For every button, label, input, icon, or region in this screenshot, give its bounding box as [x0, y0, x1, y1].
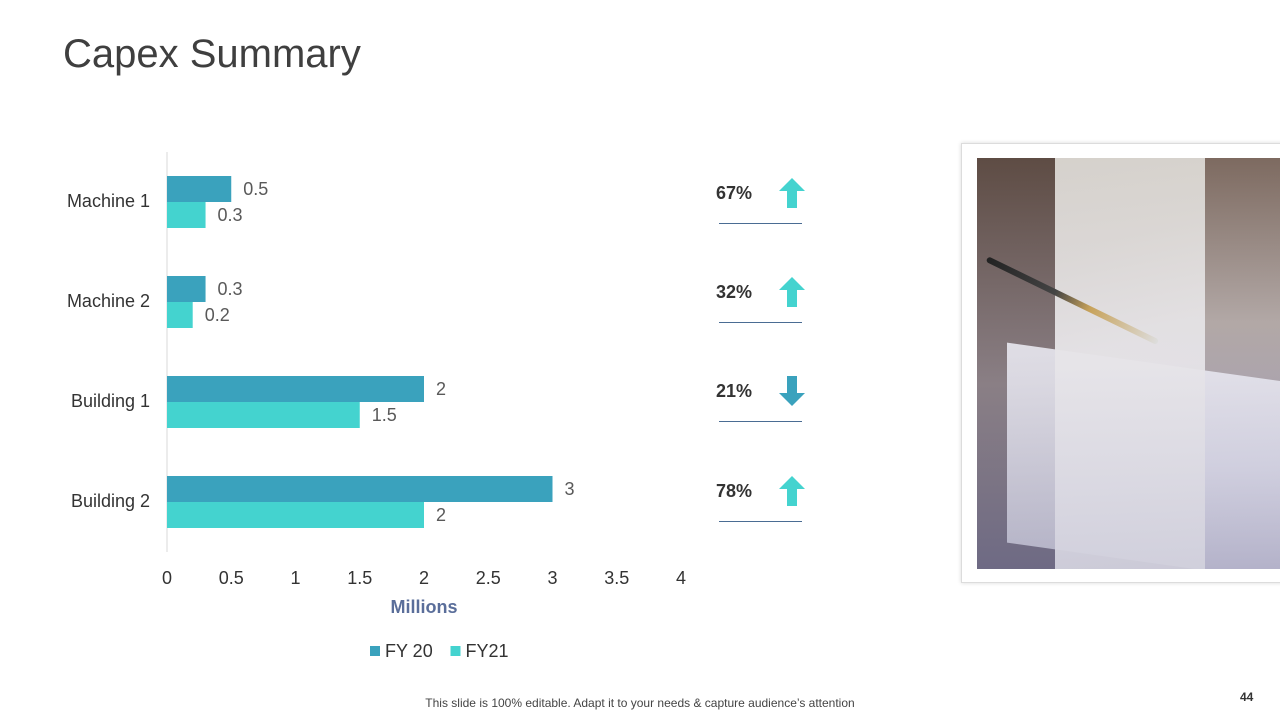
data-label: 0.2 [205, 305, 230, 325]
bar-fy21 [167, 302, 193, 328]
data-label: 0.5 [243, 179, 268, 199]
bar-fy21 [167, 402, 360, 428]
bar-fy20 [167, 376, 424, 402]
footer-note: This slide is 100% editable. Adapt it to… [425, 696, 855, 710]
legend-label: FY21 [466, 641, 509, 661]
arrow-up-icon [779, 277, 805, 307]
category-label: Machine 2 [67, 291, 150, 311]
x-tick-label: 4 [676, 568, 686, 588]
signing-document-photo [977, 158, 1280, 569]
bar-fy21 [167, 202, 206, 228]
kpi-value: 21% [716, 381, 753, 401]
data-label: 0.3 [218, 205, 243, 225]
x-tick-label: 3 [547, 568, 557, 588]
bar-fy21 [167, 502, 424, 528]
data-label: 2 [436, 505, 446, 525]
legend-swatch [450, 646, 461, 656]
data-label: 1.5 [372, 405, 397, 425]
legend-label: FY 20 [385, 641, 433, 661]
bar-fy20 [167, 276, 206, 302]
kpi-row: 67% [716, 177, 806, 225]
category-label: Building 1 [71, 391, 150, 411]
x-tick-label: 1.5 [347, 568, 372, 588]
x-tick-label: 2 [419, 568, 429, 588]
kpi-row: 78% [716, 475, 806, 523]
kpi-divider [719, 521, 802, 522]
bar-fy20 [167, 176, 232, 202]
arrow-up-icon [779, 476, 805, 506]
x-tick-label: 3.5 [604, 568, 629, 588]
arrow-up-icon [779, 178, 805, 208]
kpi-divider [719, 223, 802, 224]
data-label: 0.3 [218, 279, 243, 299]
arrow-down-icon [779, 376, 805, 406]
category-label: Building 2 [71, 491, 150, 511]
data-label: 3 [565, 479, 575, 499]
bar-fy20 [167, 476, 553, 502]
x-tick-label: 0 [162, 568, 172, 588]
x-tick-label: 0.5 [219, 568, 244, 588]
page-number: 44 [1240, 690, 1254, 704]
slide-title: Capex Summary [63, 32, 361, 76]
x-axis-title: Millions [391, 597, 458, 617]
kpi-value: 78% [716, 481, 753, 501]
kpi-divider [719, 421, 802, 422]
legend-swatch [370, 646, 380, 656]
x-tick-label: 1 [290, 568, 300, 588]
photo-frame [961, 143, 1280, 583]
kpi-row: 21% [716, 375, 806, 423]
kpi-divider [719, 322, 802, 323]
data-label: 2 [436, 379, 446, 399]
kpi-value: 67% [716, 183, 753, 203]
x-tick-label: 2.5 [476, 568, 501, 588]
category-label: Machine 1 [67, 191, 150, 211]
kpi-value: 32% [716, 282, 753, 302]
kpi-row: 32% [716, 276, 806, 324]
